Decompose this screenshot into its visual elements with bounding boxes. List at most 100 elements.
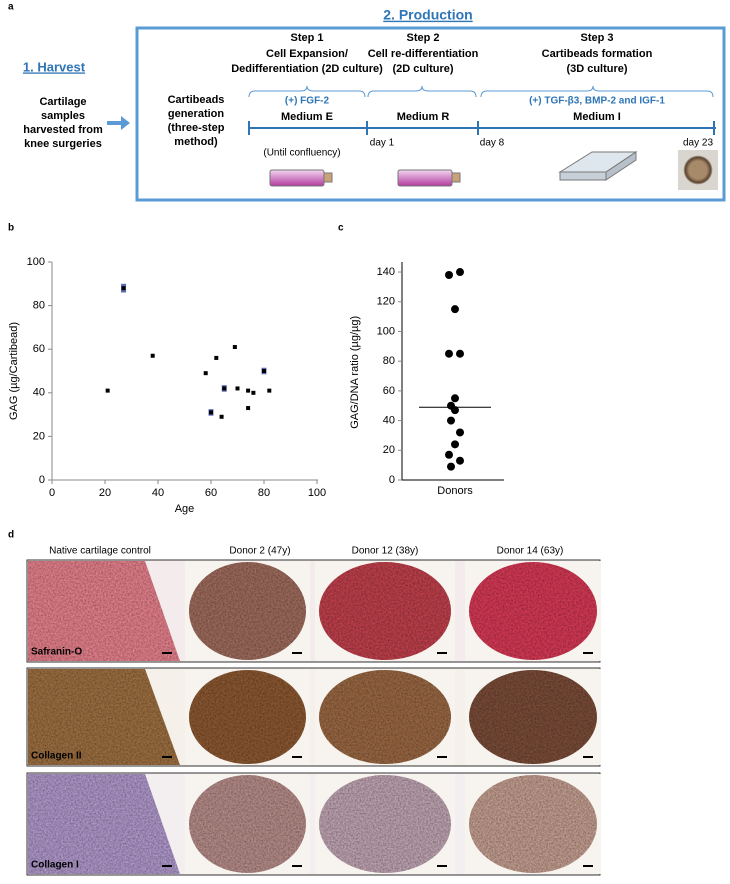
data-point bbox=[209, 410, 213, 415]
histology-image bbox=[185, 669, 310, 765]
method-text: (three-step bbox=[168, 122, 225, 134]
data-point bbox=[219, 414, 224, 419]
x-axis-label: Age bbox=[175, 503, 195, 515]
data-point bbox=[222, 386, 227, 391]
data-point bbox=[267, 388, 272, 393]
tissue bbox=[469, 670, 597, 764]
y-tick-label: 20 bbox=[33, 430, 45, 442]
flask-icon bbox=[269, 169, 333, 187]
data-point bbox=[235, 386, 240, 391]
method-text: method) bbox=[174, 136, 218, 148]
data-point bbox=[456, 268, 464, 277]
medium: Medium E bbox=[281, 111, 333, 123]
x-tick-label: Donors bbox=[437, 485, 473, 497]
row-label: Collagen I bbox=[31, 860, 79, 871]
x-tick-label: 60 bbox=[205, 487, 217, 499]
data-point bbox=[456, 428, 464, 437]
tissue bbox=[469, 775, 597, 873]
harvest-text: knee surgeries bbox=[24, 138, 102, 150]
tissue-edge bbox=[145, 561, 180, 661]
data-point bbox=[445, 270, 453, 279]
step-text: Cartibeads formation bbox=[542, 48, 653, 60]
tissue bbox=[189, 562, 306, 660]
column-header: Donor 2 (47y) bbox=[229, 546, 290, 557]
data-point bbox=[451, 406, 459, 415]
data-point bbox=[246, 388, 251, 393]
histology-image bbox=[185, 774, 310, 874]
y-tick-label: 20 bbox=[383, 444, 395, 456]
step-title: Step 2 bbox=[406, 32, 439, 44]
data-point bbox=[203, 371, 208, 376]
note: (Until confluency) bbox=[263, 148, 340, 159]
data-point bbox=[451, 440, 459, 449]
harvest-title: 1. Harvest bbox=[23, 59, 86, 74]
x-tick-label: 100 bbox=[308, 487, 326, 499]
x-tick-label: 0 bbox=[49, 487, 55, 499]
panel-label: a bbox=[8, 2, 14, 13]
supplement: (+) FGF-2 bbox=[285, 96, 330, 107]
step-title: Step 1 bbox=[290, 32, 323, 44]
medium: Medium I bbox=[573, 111, 621, 123]
tissue bbox=[189, 670, 306, 764]
row-label: Safranin-O bbox=[31, 647, 82, 658]
cartibead-photo bbox=[678, 150, 718, 190]
column-header: Donor 14 (63y) bbox=[497, 546, 564, 557]
harvest-text: Cartilage bbox=[39, 96, 86, 108]
histology-image bbox=[315, 774, 455, 874]
harvest-text: samples bbox=[41, 110, 85, 122]
harvest-text: harvested from bbox=[23, 124, 103, 136]
column-header: Native cartilage control bbox=[49, 546, 151, 557]
data-point bbox=[251, 390, 256, 395]
y-tick-label: 140 bbox=[377, 266, 395, 278]
data-point bbox=[445, 349, 453, 358]
data-point bbox=[214, 355, 219, 360]
y-tick-label: 80 bbox=[33, 300, 45, 312]
histology-image bbox=[28, 774, 180, 874]
data-point bbox=[451, 394, 459, 403]
step-text: (3D culture) bbox=[566, 63, 627, 75]
data-point bbox=[246, 406, 251, 411]
histology-image bbox=[315, 669, 455, 765]
histology-image bbox=[185, 561, 310, 661]
y-tick-label: 120 bbox=[377, 296, 395, 308]
data-point bbox=[262, 369, 266, 373]
histology-image bbox=[28, 669, 180, 765]
day-label: day 23 bbox=[683, 138, 713, 149]
y-tick-label: 60 bbox=[383, 385, 395, 397]
tissue bbox=[319, 775, 451, 873]
production-box bbox=[135, 26, 726, 202]
data-point bbox=[456, 349, 464, 358]
data-point bbox=[445, 450, 453, 459]
data-point bbox=[447, 462, 455, 471]
x-tick-label: 40 bbox=[152, 487, 164, 499]
y-tick-label: 60 bbox=[33, 343, 45, 355]
y-tick-label: 0 bbox=[39, 474, 45, 486]
step-text: Cell re-differentiation bbox=[368, 48, 479, 60]
tissue-edge bbox=[145, 774, 180, 874]
y-tick-label: 40 bbox=[33, 387, 45, 399]
step-text: (2D culture) bbox=[392, 63, 453, 75]
medium: Medium R bbox=[397, 111, 450, 123]
y-axis-label: GAG/DNA ratio (µg/µg) bbox=[349, 316, 361, 429]
data-point bbox=[105, 388, 110, 393]
day-label: day 1 bbox=[370, 138, 395, 149]
tissue bbox=[469, 562, 597, 660]
panel-label: b bbox=[8, 223, 14, 234]
data-point bbox=[121, 286, 126, 291]
timeline bbox=[248, 121, 716, 135]
step-text: Dedifferentiation (2D culture) bbox=[231, 63, 383, 75]
method-text: generation bbox=[168, 108, 225, 120]
panel-label: c bbox=[338, 223, 344, 234]
method-text: Cartibeads bbox=[168, 94, 225, 106]
data-point bbox=[456, 456, 464, 465]
row-label: Collagen II bbox=[31, 751, 82, 762]
histology-image bbox=[465, 561, 601, 661]
histology-image bbox=[465, 669, 601, 765]
day-label: day 8 bbox=[480, 138, 505, 149]
data-point bbox=[232, 345, 237, 350]
y-tick-label: 100 bbox=[27, 256, 45, 268]
well-plate-icon bbox=[558, 151, 638, 181]
y-tick-label: 0 bbox=[389, 474, 395, 486]
histology-image bbox=[465, 774, 601, 874]
